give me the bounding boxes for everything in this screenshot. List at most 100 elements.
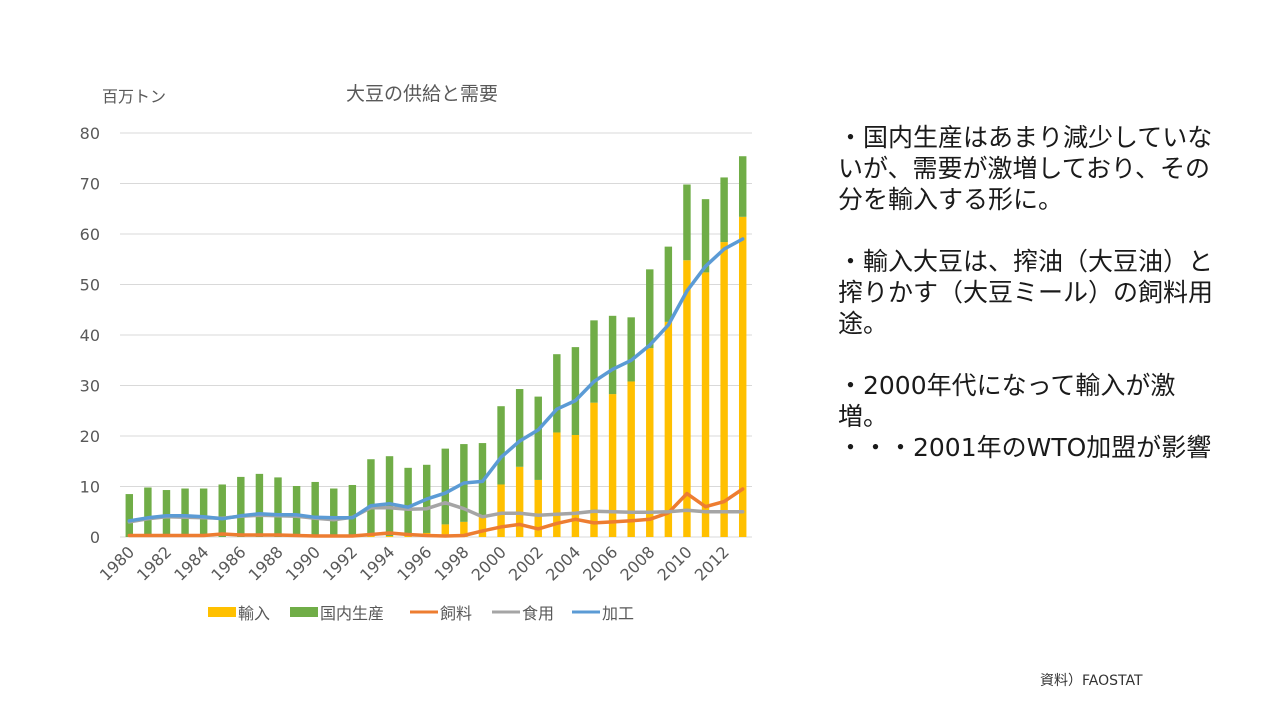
x-tick-label: 1998: [430, 542, 472, 584]
legend-import-label: 輸入: [238, 604, 270, 623]
legend-domestic-label: 国内生産: [320, 604, 384, 623]
x-tick-label: 1992: [319, 542, 361, 584]
bar-domestic-2005: [590, 320, 598, 403]
legend-processing-label: 加工: [602, 604, 634, 623]
bar-domestic-2009: [664, 246, 673, 322]
x-tick-label: 1982: [133, 542, 175, 584]
y-axis-unit-label: 百万トン: [102, 87, 166, 106]
legend-feed-label: 飼料: [440, 604, 472, 623]
bar-domestic-1989: [292, 485, 301, 537]
x-tick-label: 2012: [691, 542, 733, 584]
bar-domestic-1993: [367, 459, 375, 536]
note-import-usage: ・輸入大豆は、搾油（大豆油）と搾りかす（大豆ミール）の飼料用途。: [838, 247, 1214, 338]
bar-domestic-1987: [255, 473, 264, 537]
x-tick-label: 2006: [579, 542, 621, 584]
x-tick-label: 1980: [96, 542, 138, 584]
bar-domestic-2000: [497, 406, 505, 485]
bar-import-1994: [385, 535, 394, 537]
bar-domestic-2007: [627, 317, 635, 382]
legend-food-label: 食用: [522, 604, 554, 623]
bar-import-2003: [553, 432, 561, 537]
y-tick-label: 80: [80, 124, 100, 143]
bar-import-2009: [664, 321, 673, 537]
legend-feed: 飼料: [410, 604, 472, 623]
y-tick-label: 20: [80, 427, 100, 446]
bar-domestic-1981: [144, 487, 152, 537]
notes-panel: ・国内生産はあまり減少していないが、需要が激増しており、その分を輸入する形に。 …: [838, 122, 1218, 463]
legend-import: 輸入: [208, 604, 270, 623]
bar-domestic-1985: [218, 484, 226, 537]
bar-domestic-2013: [738, 156, 747, 217]
bar-domestic-2001: [515, 389, 524, 467]
legend-domestic-swatch: [290, 607, 318, 617]
x-tick-label: 2010: [654, 542, 696, 584]
x-tick-label: 1990: [282, 542, 324, 584]
bar-domestic-2010: [683, 184, 691, 261]
note-2000s-imports: ・2000年代になって輸入が激増。: [838, 371, 1176, 431]
lines: [127, 237, 745, 538]
y-tick-label: 60: [80, 225, 100, 244]
x-tick-label: 2008: [616, 542, 658, 584]
x-tick-label: 2004: [542, 542, 584, 584]
bar-domestic-1986: [237, 476, 245, 537]
bar-import-2010: [683, 260, 691, 537]
chart-title: 大豆の供給と需要: [346, 83, 498, 105]
bar-domestic-2003: [553, 354, 561, 433]
source-note: 資料）FAOSTAT: [1040, 673, 1143, 689]
y-tick-label: 0: [90, 528, 100, 547]
bar-domestic-1988: [274, 477, 282, 537]
bar-domestic-1980: [125, 494, 134, 537]
line-feed: [127, 487, 745, 538]
bar-domestic-2008: [646, 269, 654, 349]
y-tick-label: 10: [80, 478, 100, 497]
bar-domestic-2002: [534, 396, 542, 480]
legend-import-swatch: [208, 607, 236, 617]
y-tick-label: 30: [80, 377, 100, 396]
bar-import-2007: [627, 381, 635, 537]
bar-domestic-2012: [720, 177, 728, 243]
bar-domestic-1997: [441, 448, 450, 525]
bar-import-1998: [460, 521, 468, 537]
bar-import-2000: [497, 484, 505, 537]
x-tick-label: 1986: [207, 542, 249, 584]
bar-import-1997: [441, 524, 450, 537]
bar-domestic-1982: [162, 490, 171, 537]
x-tick-label: 1994: [356, 542, 398, 584]
legend-processing: 加工: [572, 604, 634, 623]
bar-import-2001: [515, 466, 524, 537]
bar-import-2011: [701, 272, 710, 537]
bar-domestic-2006: [608, 315, 617, 395]
bars: [125, 156, 747, 537]
bar-domestic-1984: [199, 488, 208, 537]
bar-import-2006: [608, 394, 617, 537]
bar-import-2002: [534, 479, 542, 537]
y-axis-ticks: 0 10 20 30 40 50 60 70 80: [80, 124, 100, 547]
y-tick-label: 70: [80, 175, 100, 194]
bar-domestic-2004: [571, 347, 580, 435]
bar-domestic-1992: [348, 484, 357, 537]
bar-domestic-1991: [330, 488, 338, 537]
note-wto: ・・・2001年のWTO加盟が影響: [838, 433, 1212, 462]
bar-domestic-1990: [311, 481, 319, 537]
bar-domestic-1994: [385, 456, 394, 536]
bar-import-2012: [720, 242, 728, 537]
x-tick-label: 1984: [170, 542, 212, 584]
legend-food: 食用: [492, 604, 554, 623]
bar-domestic-1983: [181, 488, 189, 537]
bar-domestic-2011: [701, 199, 710, 273]
line-processing: [127, 237, 745, 523]
y-tick-label: 50: [80, 276, 100, 295]
legend-domestic: 国内生産: [290, 604, 384, 623]
note-domestic-production: ・国内生産はあまり減少していないが、需要が激増しており、その分を輸入する形に。: [838, 123, 1213, 214]
bar-import-2013: [738, 216, 747, 537]
bar-import-2005: [590, 402, 598, 537]
bar-import-2004: [571, 434, 580, 537]
y-tick-label: 40: [80, 326, 100, 345]
x-tick-label: 2000: [468, 542, 510, 584]
legend: 輸入 国内生産 飼料 食用 加工: [208, 604, 634, 623]
bar-import-1999: [478, 516, 487, 537]
x-tick-label: 1988: [245, 542, 287, 584]
bar-import-2008: [646, 348, 654, 537]
x-tick-label: 2002: [505, 542, 547, 584]
